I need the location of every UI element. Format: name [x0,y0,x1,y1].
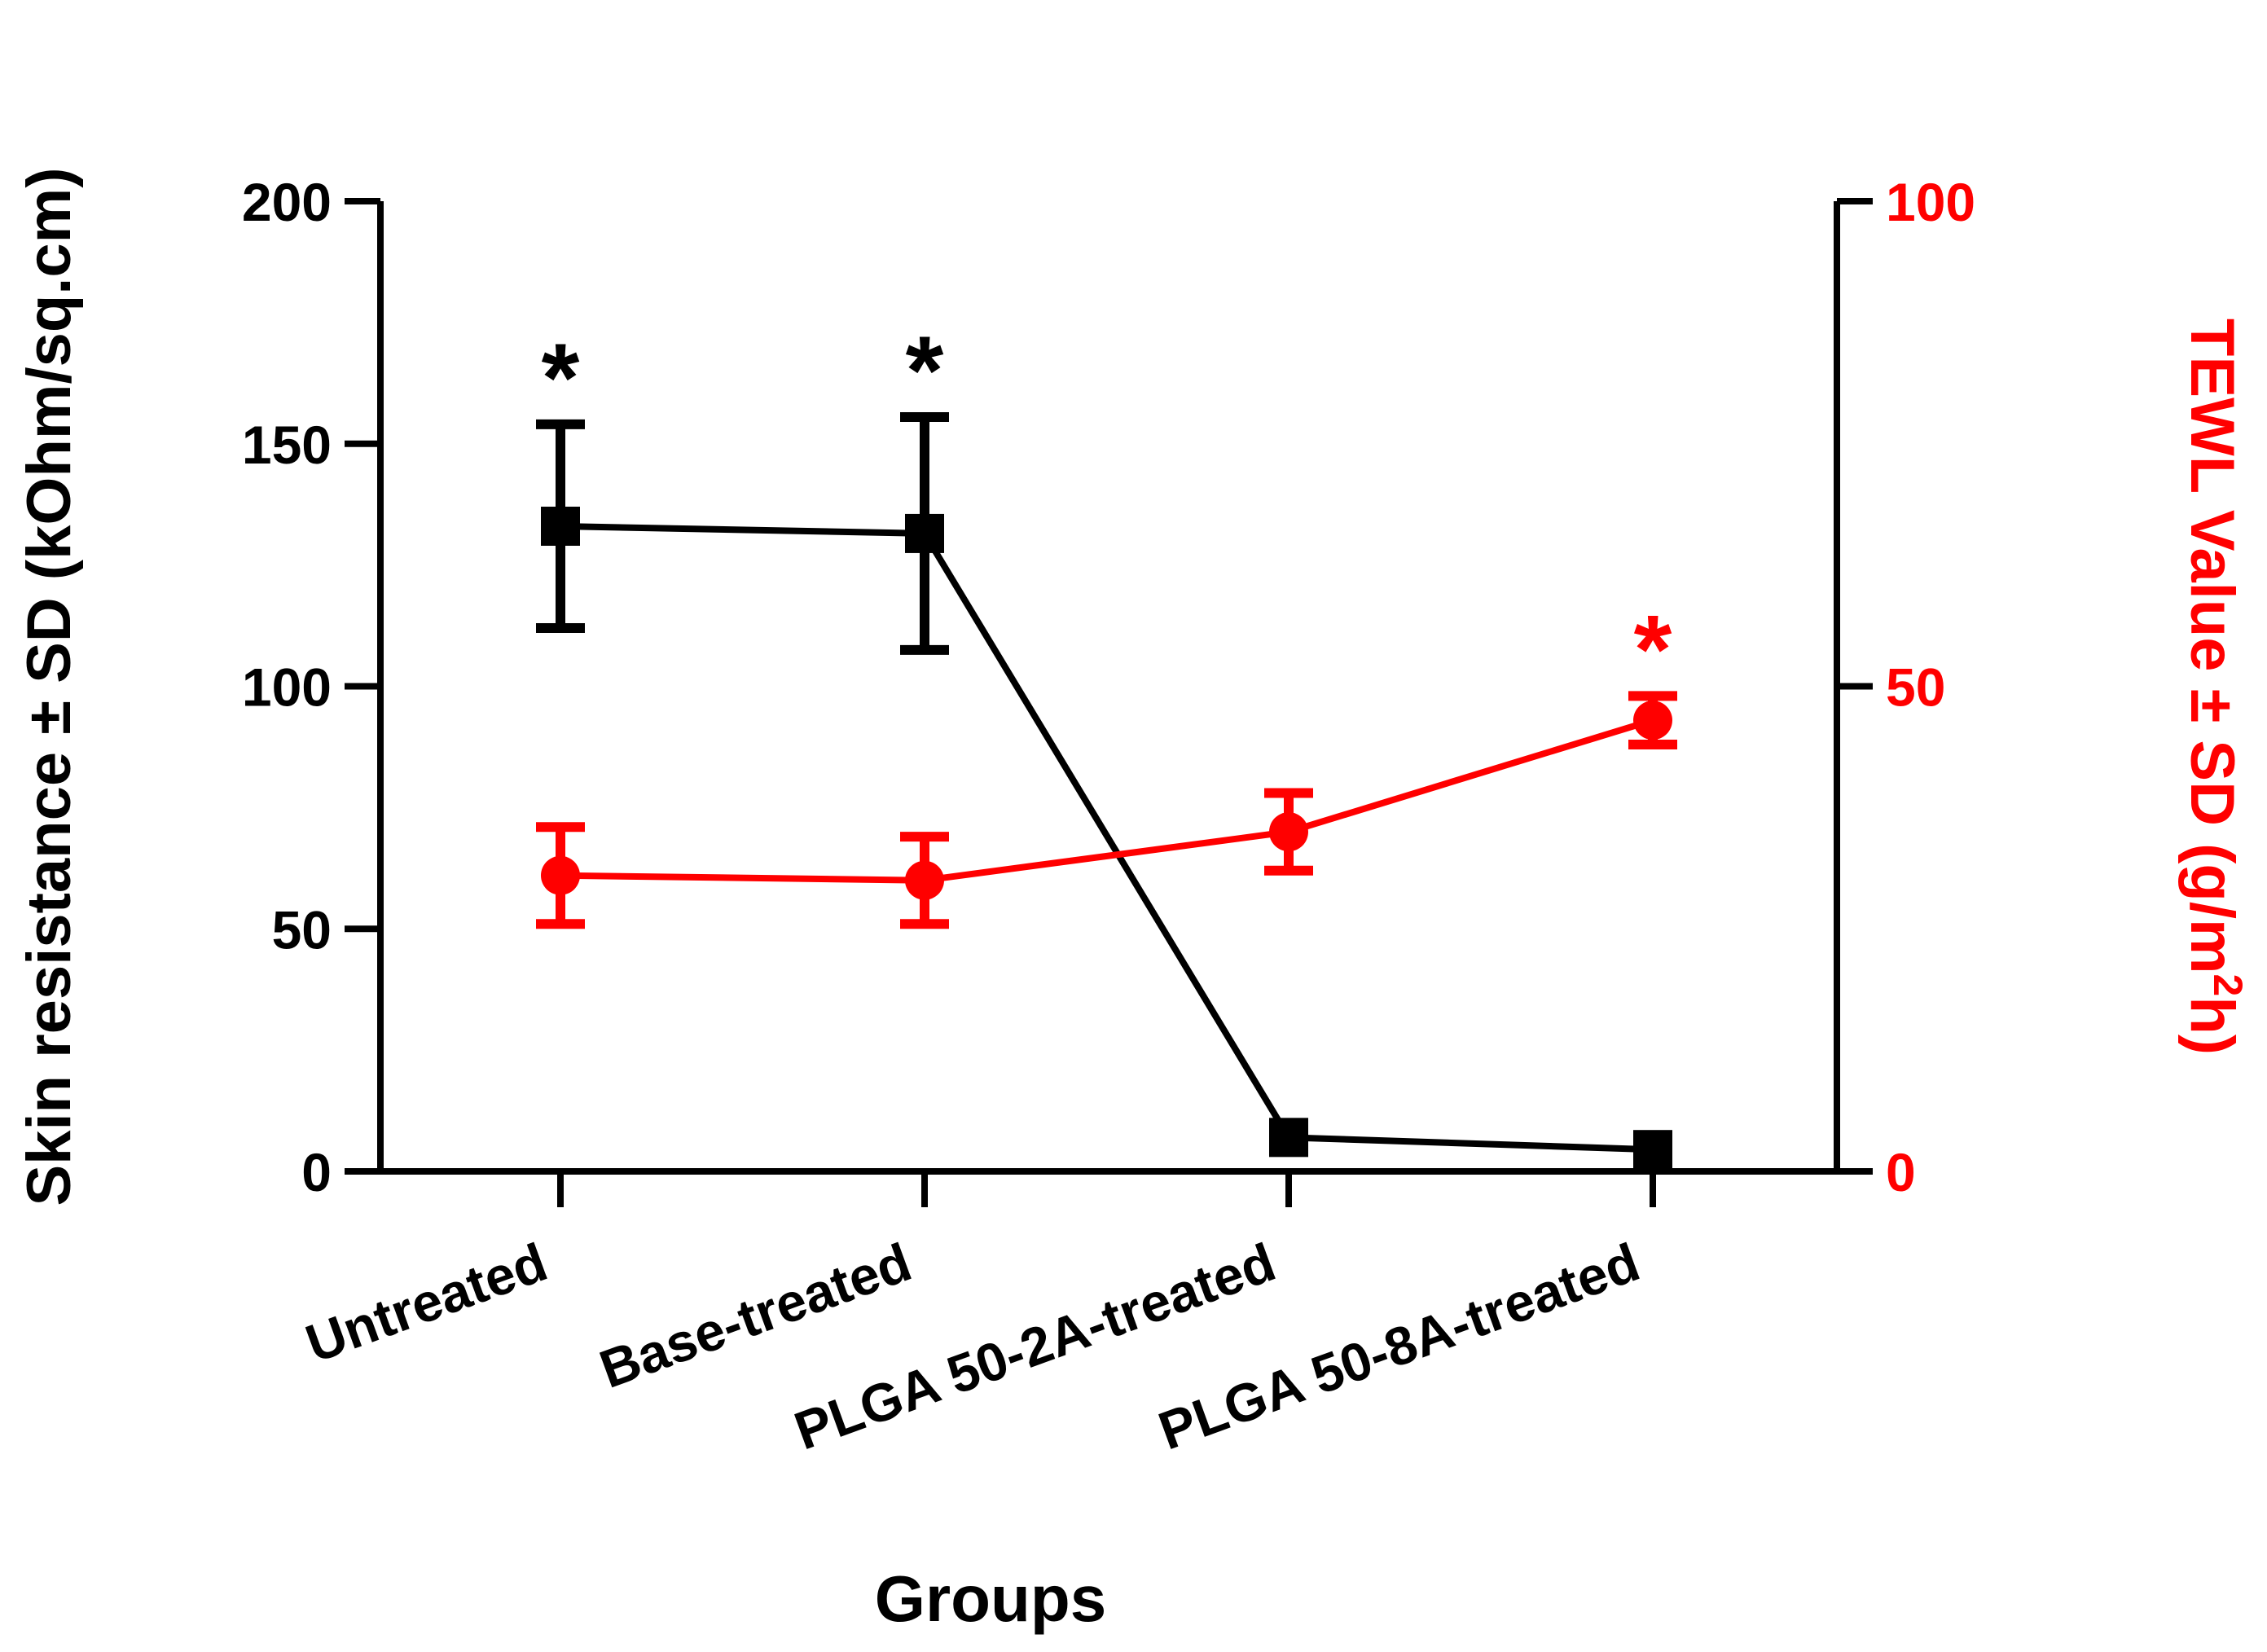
x-axis-title: Groups [875,1562,1106,1635]
data-point [1633,701,1672,740]
series-line [560,717,1654,884]
series-layer [536,411,1677,1170]
data-point [1269,812,1308,852]
significance-mark: * [542,323,580,433]
right-tick-label: 0 [1886,1142,1916,1202]
x-tick-label: Untreated [298,1232,555,1374]
left-tick-label: 100 [242,657,332,718]
data-point [1633,1130,1672,1170]
left-tick-label: 0 [301,1142,332,1202]
left-axis-title: Skin resistance ± SD (kOhm/sq.cm) [15,167,84,1206]
left-tick-label: 200 [242,172,332,232]
right-tick-label: 50 [1886,657,1945,718]
right-axis-title: TEWL Value ± SD (g/m2h) [2177,319,2251,1055]
series-line [560,522,1654,1153]
significance-mark: * [906,316,944,425]
left-tick-label: 50 [272,899,332,960]
data-point [1269,1118,1308,1158]
labels: * * * Groups Skin resistance ± SD (kOhm/sq.c… [15,167,2251,1635]
data-point [541,506,580,546]
data-point [541,855,580,895]
data-point [905,860,944,900]
data-point [905,513,944,553]
right-tick-label: 100 [1886,172,1975,232]
left-tick-label: 150 [242,415,332,475]
significance-mark: * [1634,595,1672,704]
